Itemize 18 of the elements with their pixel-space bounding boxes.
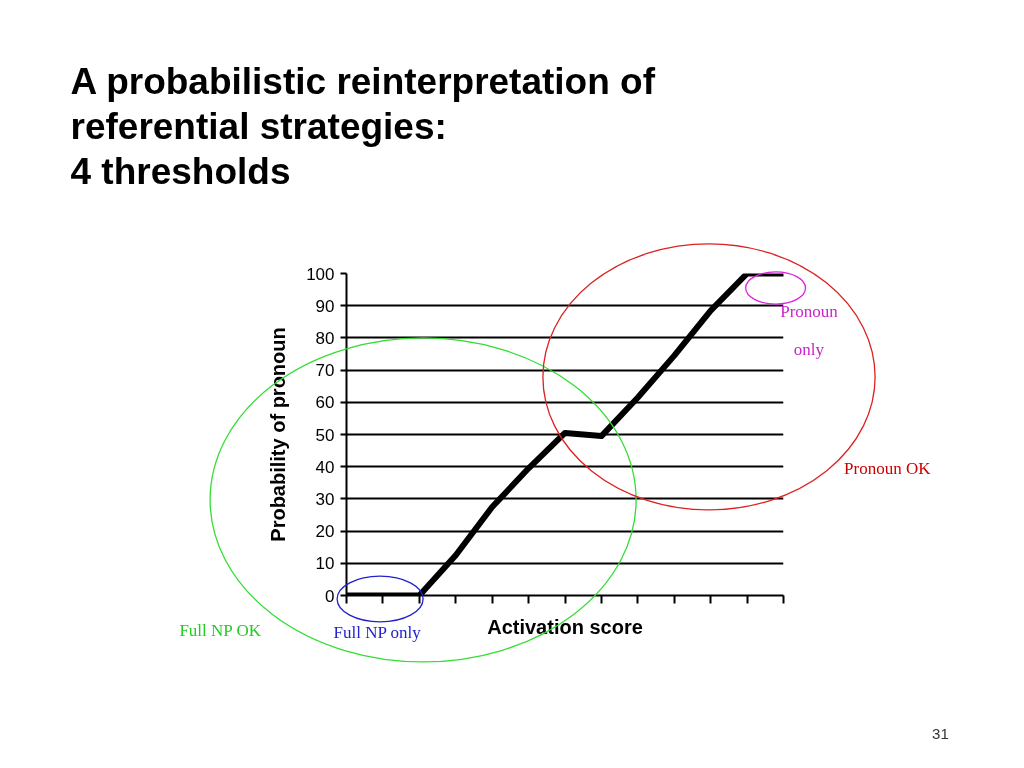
y-tick-label: 50 bbox=[315, 425, 335, 445]
text: Full NP only bbox=[333, 623, 422, 643]
annotation: Pronoun only bbox=[780, 302, 839, 360]
text: Pronoun OK bbox=[844, 459, 932, 479]
y-tick-label: 80 bbox=[315, 328, 335, 348]
text: 31 bbox=[932, 724, 949, 742]
y-tick-label: 100 bbox=[306, 264, 335, 284]
chart-title: A probabilistic reinterpretation of referential strategies: 4 thresholds bbox=[70, 60, 656, 192]
y-tick-label: 60 bbox=[315, 393, 335, 413]
y-tick-label: 90 bbox=[315, 296, 335, 316]
y-tick-label: 40 bbox=[315, 457, 335, 477]
y-tick-label: 0 bbox=[325, 586, 335, 606]
y-tick-label: 30 bbox=[315, 489, 335, 509]
y-tick-label: 70 bbox=[315, 361, 335, 381]
y-tick-label: 10 bbox=[315, 554, 335, 574]
y-tick-label: 20 bbox=[315, 522, 335, 542]
y-axis-title: Probability of pronoun bbox=[267, 327, 290, 542]
text: Full NP OK bbox=[179, 621, 262, 641]
